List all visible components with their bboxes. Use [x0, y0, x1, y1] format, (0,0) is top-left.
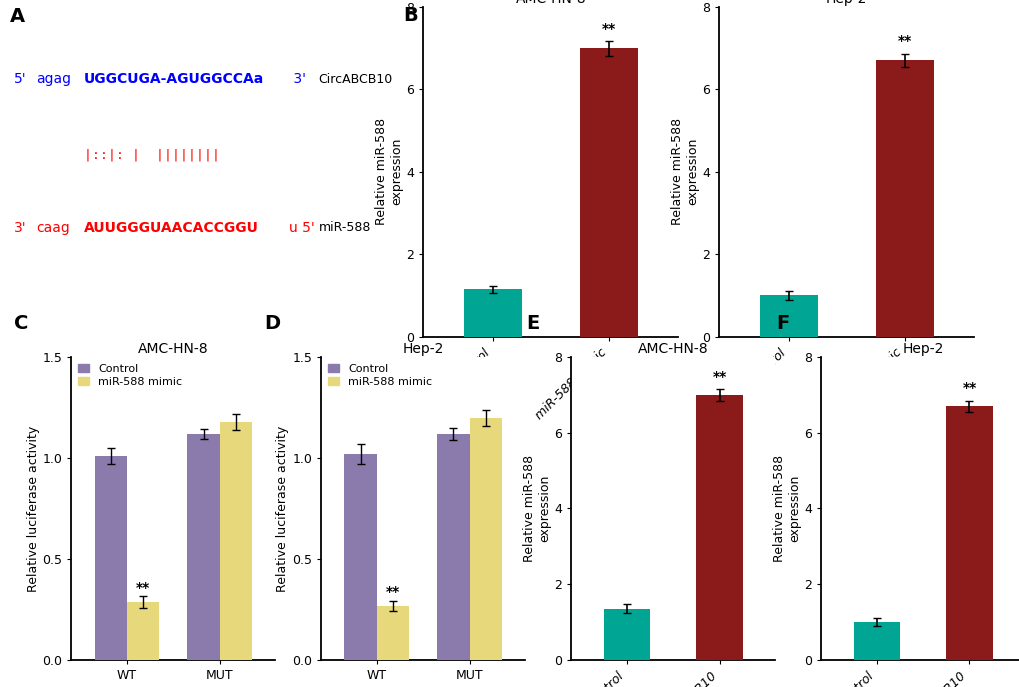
Y-axis label: Relative luciferase activity: Relative luciferase activity: [276, 425, 289, 592]
Bar: [219, 422, 252, 660]
Text: **: **: [897, 34, 911, 48]
Text: **: **: [711, 370, 726, 383]
Bar: [187, 433, 219, 660]
Title: AMC-HN-8: AMC-HN-8: [637, 342, 708, 356]
Title: Hep-2: Hep-2: [902, 342, 943, 356]
Y-axis label: Relative miR-588
expression: Relative miR-588 expression: [523, 455, 551, 562]
Bar: [759, 295, 817, 337]
Text: caag: caag: [36, 221, 69, 235]
Text: 3': 3': [14, 221, 26, 235]
Y-axis label: Relative miR-588
expression: Relative miR-588 expression: [772, 455, 801, 562]
Bar: [377, 606, 409, 660]
Bar: [874, 60, 932, 337]
Text: B: B: [403, 6, 417, 25]
Bar: [579, 48, 637, 337]
Bar: [469, 418, 501, 660]
Text: **: **: [601, 22, 615, 36]
Bar: [344, 454, 377, 660]
Title: Hep-2: Hep-2: [825, 0, 866, 5]
Text: A: A: [10, 7, 25, 26]
Text: 3': 3': [289, 72, 306, 87]
Text: u 5': u 5': [289, 221, 315, 235]
Bar: [464, 289, 522, 337]
Title: Hep-2: Hep-2: [403, 342, 443, 356]
Bar: [603, 609, 649, 660]
Text: **: **: [136, 581, 150, 595]
Text: miR-588: miR-588: [318, 221, 371, 234]
Title: AMC-HN-8: AMC-HN-8: [138, 342, 209, 356]
Text: **: **: [385, 585, 399, 599]
Y-axis label: Relative miR-588
expression: Relative miR-588 expression: [671, 118, 699, 225]
Legend: Control, miR-588 mimic: Control, miR-588 mimic: [326, 363, 433, 388]
Text: D: D: [264, 314, 280, 333]
Y-axis label: Relative miR-588
expression: Relative miR-588 expression: [375, 118, 404, 225]
Bar: [95, 456, 127, 660]
Text: 5': 5': [14, 72, 26, 87]
Text: UGGCUGA-AGUGGCCAa: UGGCUGA-AGUGGCCAa: [84, 72, 264, 87]
Y-axis label: Relative luciferase activity: Relative luciferase activity: [26, 425, 40, 592]
Bar: [853, 622, 899, 660]
Text: AUUGGGUAACACCGGU: AUUGGGUAACACCGGU: [84, 221, 258, 235]
Text: E: E: [526, 314, 539, 333]
Legend: Control, miR-588 mimic: Control, miR-588 mimic: [76, 363, 183, 388]
Text: |::|: |  ||||||||: |::|: | ||||||||: [84, 149, 219, 161]
Text: C: C: [14, 314, 29, 333]
Text: F: F: [775, 314, 789, 333]
Bar: [946, 406, 991, 660]
Bar: [437, 433, 469, 660]
Text: CircABCB10: CircABCB10: [318, 73, 392, 86]
Title: AMC-HN-8: AMC-HN-8: [515, 0, 586, 5]
Bar: [127, 602, 159, 660]
Bar: [696, 395, 742, 660]
Text: **: **: [961, 381, 975, 395]
Text: agag: agag: [36, 72, 71, 87]
